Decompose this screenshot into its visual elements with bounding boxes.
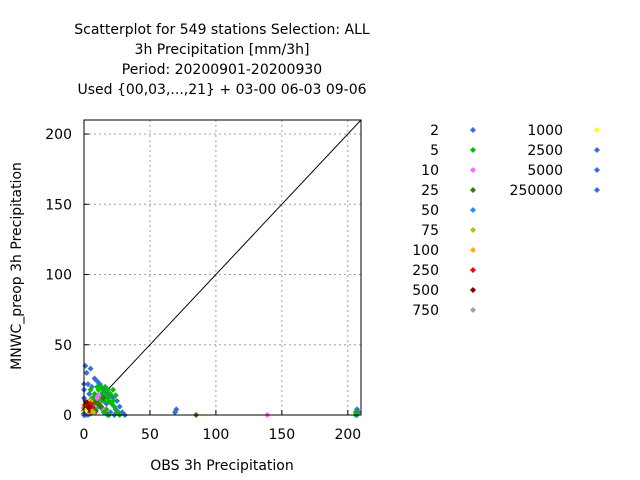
legend-marker [470, 247, 476, 253]
x-tick-label: 150 [268, 427, 295, 443]
data-point [87, 386, 94, 393]
legend-label: 500 [412, 283, 439, 299]
legend-label: 100 [412, 243, 439, 259]
data-point [83, 369, 90, 376]
legend-label: 750 [412, 303, 439, 319]
data-point [352, 409, 359, 416]
legend-marker [470, 167, 476, 173]
data-point [98, 383, 105, 390]
data-point [84, 381, 91, 388]
legend-marker [470, 227, 476, 233]
legend-marker [470, 147, 476, 153]
grid [84, 120, 361, 415]
legend-label: 25 [421, 183, 439, 199]
x-tick-label: 100 [203, 427, 230, 443]
legend-label: 50 [421, 203, 439, 219]
data-point [100, 395, 107, 402]
y-tick-label: 100 [45, 268, 72, 284]
y-tick-label: 50 [54, 338, 72, 354]
legend-marker [594, 187, 600, 193]
data-point [107, 390, 114, 397]
legend-label: 2 [430, 123, 439, 139]
identity-line [83, 119, 362, 416]
x-tick-label: 0 [80, 427, 89, 443]
data-point [95, 392, 102, 399]
legend-marker [470, 187, 476, 193]
data-point [111, 403, 118, 410]
y-tick-label: 150 [45, 197, 72, 213]
data-points [81, 362, 362, 418]
data-point [87, 365, 94, 372]
legend-label: 250 [412, 263, 439, 279]
legend-marker [470, 207, 476, 213]
data-point [173, 406, 180, 413]
data-point [110, 397, 117, 404]
data-point [110, 386, 117, 393]
legend-marker [594, 167, 600, 173]
x-axis-ticks: 0 50 100 150 200 [80, 410, 361, 443]
data-point [113, 397, 120, 404]
y-axis-ticks: 0 50 100 150 200 [45, 127, 89, 424]
legend-label: 1000 [527, 123, 563, 139]
title-line-4: Used {00,03,...,21} + 03-00 06-03 09-06 [77, 82, 366, 98]
data-point [86, 403, 93, 410]
y-tick-label: 200 [45, 127, 72, 143]
data-point [104, 386, 111, 393]
legend-label: 5 [430, 143, 439, 159]
title-line-3: Period: 20200901-20200930 [122, 62, 322, 78]
legend-marker [470, 267, 476, 273]
legend-label: 10 [421, 163, 439, 179]
legend-label: 2500 [527, 143, 563, 159]
legend-label: 5000 [527, 163, 563, 179]
legend-marker [594, 127, 600, 133]
y-axis-label: MNWC_preop 3h Precipitation [9, 162, 25, 370]
legend-label: 250000 [510, 183, 563, 199]
title-line-1: Scatterplot for 549 stations Selection: … [74, 22, 370, 38]
data-point [90, 409, 97, 416]
data-point [112, 392, 119, 399]
legend-marker [594, 147, 600, 153]
chart-title: Scatterplot for 549 stations Selection: … [74, 22, 370, 98]
legend-marker [470, 307, 476, 313]
title-line-2: 3h Precipitation [mm/3h] [135, 42, 310, 58]
data-point [98, 403, 105, 410]
x-axis-label: OBS 3h Precipitation [150, 458, 293, 474]
legend-marker [470, 127, 476, 133]
data-point [82, 362, 89, 369]
plot-frame [83, 119, 362, 416]
legend-marker [470, 287, 476, 293]
y-tick-label: 0 [63, 408, 72, 424]
legend-label: 75 [421, 223, 439, 239]
data-point [116, 403, 123, 410]
data-point [83, 399, 90, 406]
x-tick-label: 50 [141, 427, 159, 443]
x-tick-label: 200 [334, 427, 361, 443]
data-point [94, 383, 101, 390]
